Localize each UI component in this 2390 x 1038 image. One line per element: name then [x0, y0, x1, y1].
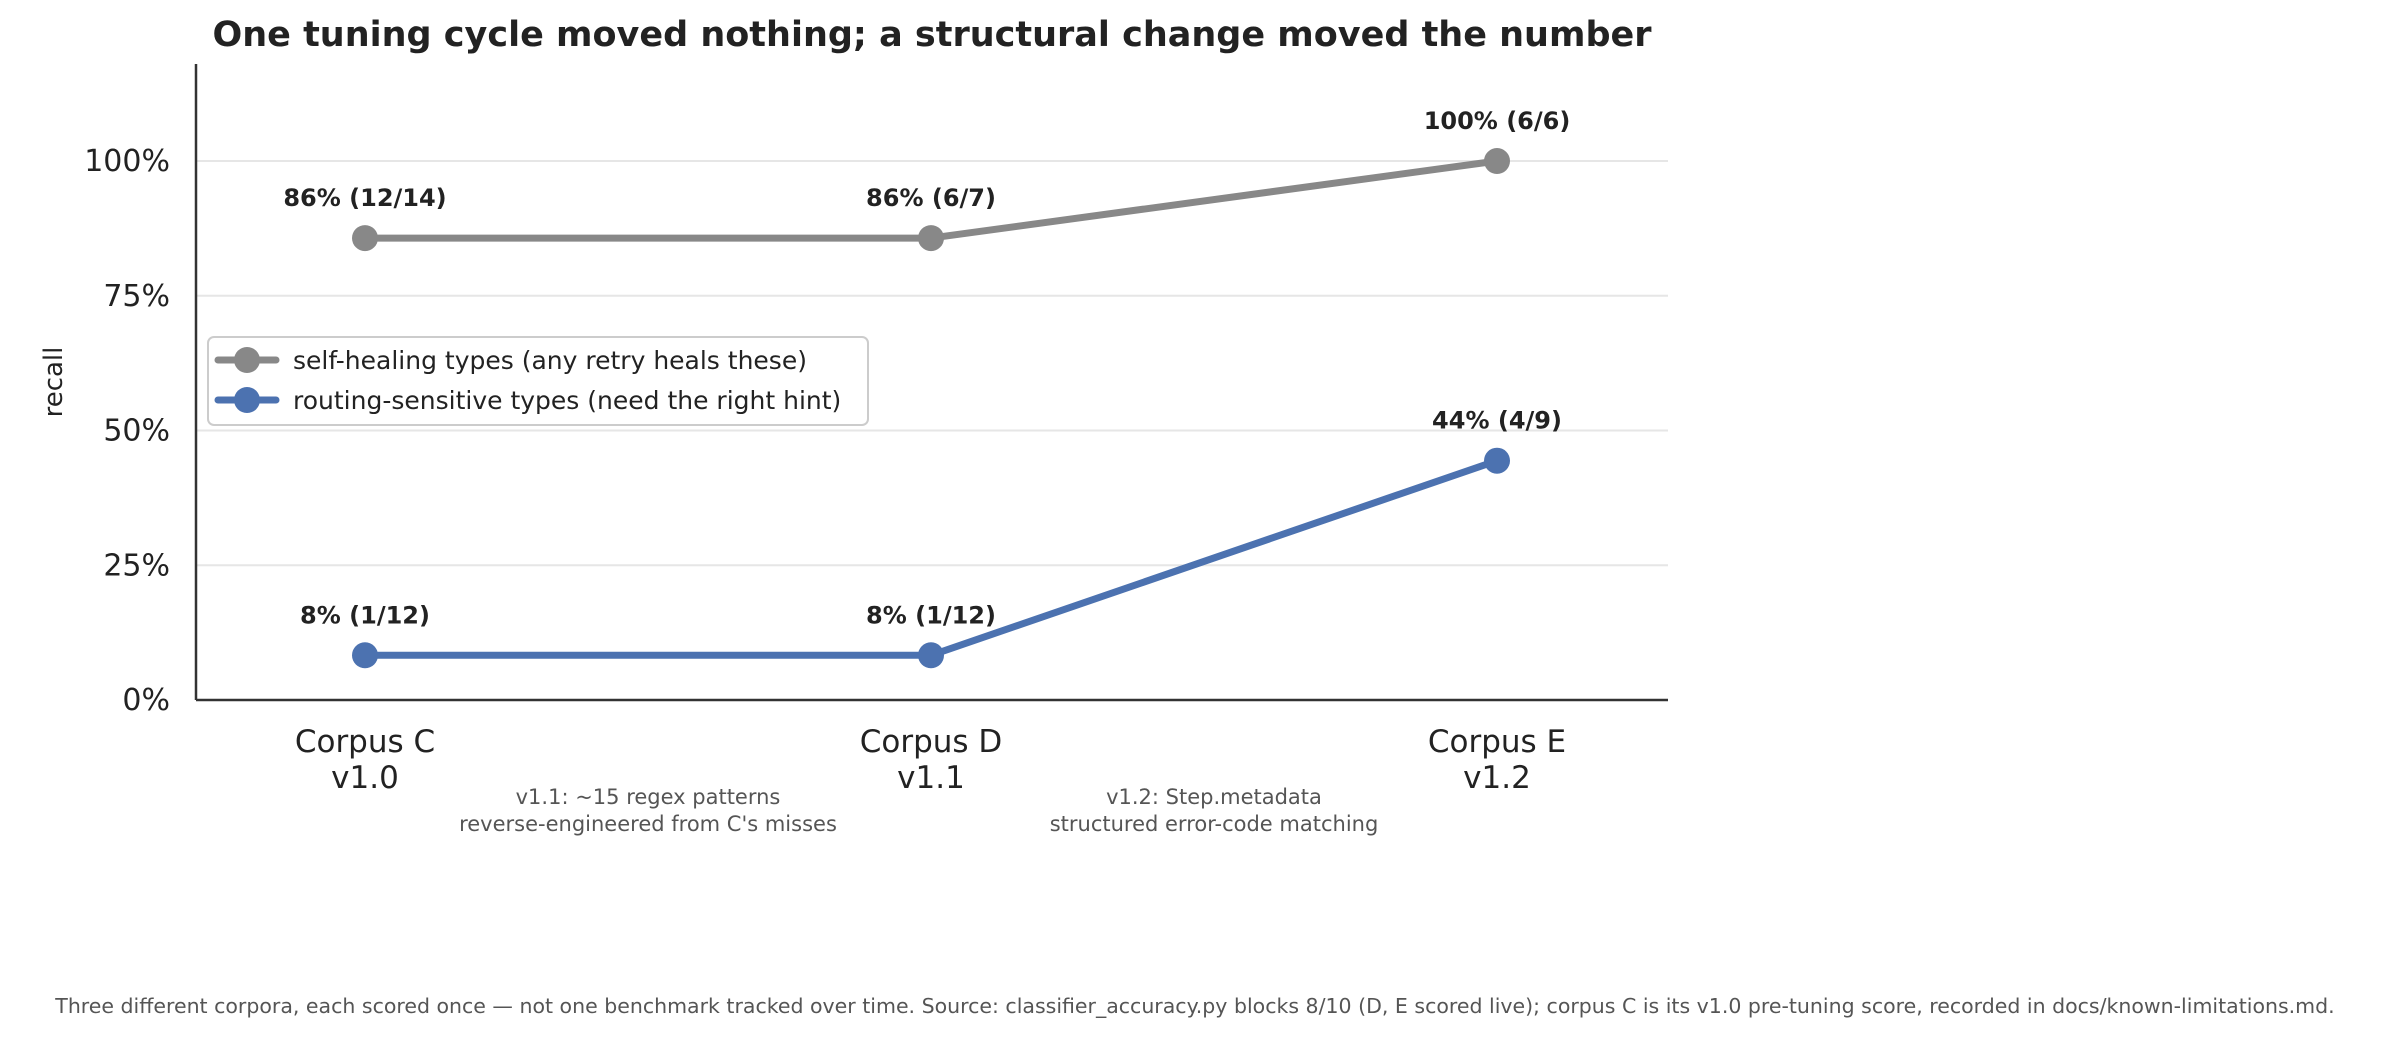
- data-point: [1484, 148, 1510, 175]
- data-point: [352, 642, 378, 669]
- legend-swatch-marker: [234, 347, 260, 373]
- chart-title: One tuning cycle moved nothing; a struct…: [212, 15, 1652, 55]
- annotation: v1.2: Step.metadata structured error-code…: [1050, 785, 1379, 836]
- y-tick-label: 100%: [84, 144, 170, 179]
- footnote: Three different corpora, each scored onc…: [54, 994, 2334, 1019]
- legend-box: [207, 336, 869, 426]
- data-point: [352, 225, 378, 252]
- y-tick-label: 25%: [103, 548, 170, 583]
- y-axis-label: recall: [39, 347, 69, 418]
- legend-entry: self-healing types (any retry heals thes…: [293, 346, 807, 375]
- legend-entry: routing-sensitive types (need the right …: [293, 386, 841, 415]
- data-label: 86% (6/7): [866, 184, 996, 212]
- data-labels: 86% (12/14) 86% (6/7) 100% (6/6) 8% (1/12) 8…: [283, 107, 1570, 629]
- axes: [194, 64, 1668, 702]
- annotation: v1.1: ~15 regex patterns reverse-engineer…: [459, 785, 837, 836]
- gridlines: [196, 160, 1668, 567]
- data-point: [918, 225, 944, 252]
- y-tick-label: 0%: [122, 683, 170, 718]
- annotations: v1.1: ~15 regex patterns reverse-engineer…: [459, 785, 1378, 836]
- y-tick-label: 75%: [103, 279, 170, 314]
- y-tick-labels: 0% 25% 50% 75% 100%: [84, 144, 170, 718]
- data-label: 8% (1/12): [866, 601, 996, 629]
- y-tick-label: 50%: [103, 414, 170, 449]
- data-point: [1484, 447, 1510, 474]
- data-label: 44% (4/9): [1432, 407, 1562, 435]
- data-label: 86% (12/14): [283, 184, 446, 212]
- data-point: [918, 642, 944, 669]
- data-label: 100% (6/6): [1424, 107, 1571, 135]
- series-lines: [352, 148, 1510, 669]
- data-label: 8% (1/12): [300, 601, 430, 629]
- legend-swatch-marker: [234, 387, 260, 413]
- legend: self-healing types (any retry heals thes…: [207, 336, 869, 426]
